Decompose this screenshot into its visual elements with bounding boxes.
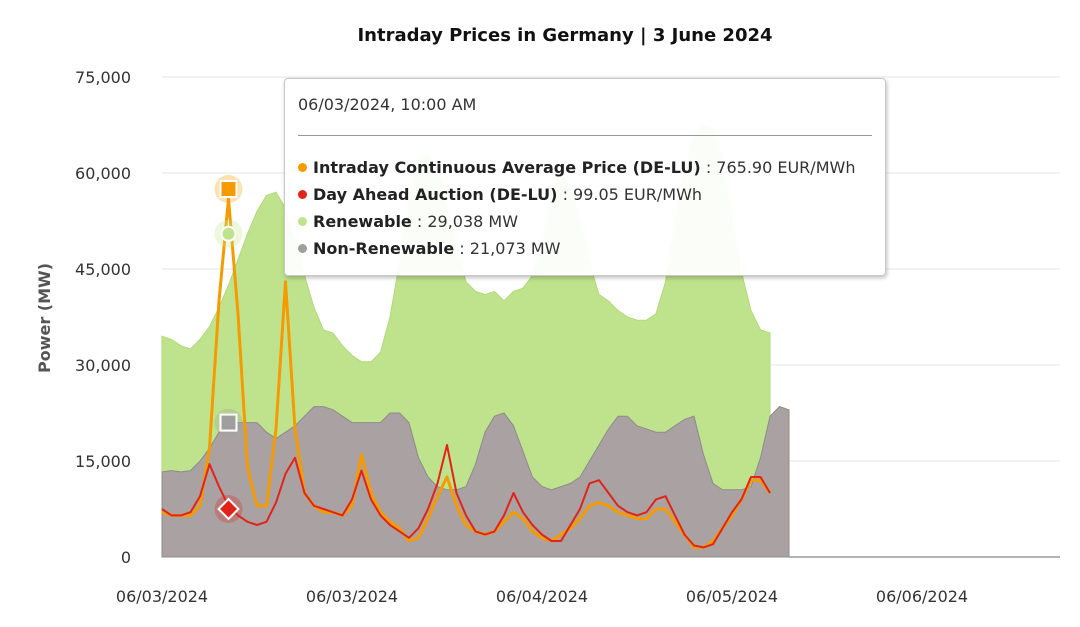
tooltip-row-label: Renewable xyxy=(313,212,412,231)
tooltip-row-label: Non-Renewable xyxy=(313,239,455,258)
renewable-dot-icon xyxy=(298,217,307,226)
y-axis-label: Power (MW) xyxy=(35,263,54,373)
hover-markers xyxy=(214,175,243,523)
tooltip-row-value: : 29,038 MW xyxy=(416,212,519,231)
tooltip-row-non-renewable: Non-Renewable : 21,073 MW xyxy=(298,239,855,266)
non-renewable-dot-icon xyxy=(298,244,307,253)
x-tick-label: 06/06/2024 xyxy=(876,587,968,606)
tooltip-date: 06/03/2024, 10:00 AM xyxy=(298,95,477,114)
tooltip: 06/03/2024, 10:00 AM Intraday Continuous… xyxy=(284,78,886,276)
y-tick-label: 45,000 xyxy=(75,260,131,279)
tooltip-row-value: : 765.90 EUR/MWh xyxy=(705,158,856,177)
area-series xyxy=(161,124,790,558)
y-tick-label: 15,000 xyxy=(75,452,131,471)
y-tick-label: 30,000 xyxy=(75,356,131,375)
tooltip-row-label: Intraday Continuous Average Price (DE-LU… xyxy=(313,158,701,177)
intraday-dot-icon xyxy=(298,163,307,172)
tooltip-row-renewable: Renewable : 29,038 MW xyxy=(298,212,855,239)
day-ahead-auction-de-lu-marker xyxy=(217,497,240,521)
non-renewable-area xyxy=(161,406,790,558)
tooltip-row-intraday: Intraday Continuous Average Price (DE-LU… xyxy=(298,158,855,185)
x-tick-label: 06/03/2024 xyxy=(116,587,208,606)
chart-title: Intraday Prices in Germany | 3 June 2024 xyxy=(357,25,772,46)
y-tick-label: 60,000 xyxy=(75,164,131,183)
non-renewable-marker xyxy=(219,413,238,432)
y-tick-label: 75,000 xyxy=(75,68,131,87)
x-axis-ticks: 06/03/2024 06/03/2024 06/04/2024 06/05/2024… xyxy=(116,587,968,606)
renewable-marker xyxy=(220,225,237,242)
x-tick-label: 06/03/2024 xyxy=(306,587,398,606)
y-tick-label: 0 xyxy=(121,548,131,567)
line-series xyxy=(161,197,772,549)
intraday-continuous-average-price-de-lu-marker xyxy=(219,180,238,198)
tooltip-rows: Intraday Continuous Average Price (DE-LU… xyxy=(298,158,855,266)
x-tick-label: 06/05/2024 xyxy=(686,587,778,606)
tooltip-row-value: : 21,073 MW xyxy=(459,239,561,258)
tooltip-row-label: Day Ahead Auction (DE-LU) xyxy=(313,185,558,204)
day-ahead-auction-de-lu-line xyxy=(161,444,771,549)
intraday-continuous-average-price-de-lu-line xyxy=(161,197,772,549)
tooltip-row-day-ahead: Day Ahead Auction (DE-LU) : 99.05 EUR/MW… xyxy=(298,185,855,212)
x-tick-label: 06/04/2024 xyxy=(496,587,588,606)
y-axis-ticks: 0 15,000 30,000 45,000 60,000 75,000 xyxy=(75,68,131,567)
tooltip-separator xyxy=(298,135,872,136)
day-ahead-dot-icon xyxy=(298,190,307,199)
tooltip-row-value: : 99.05 EUR/MWh xyxy=(562,185,703,204)
